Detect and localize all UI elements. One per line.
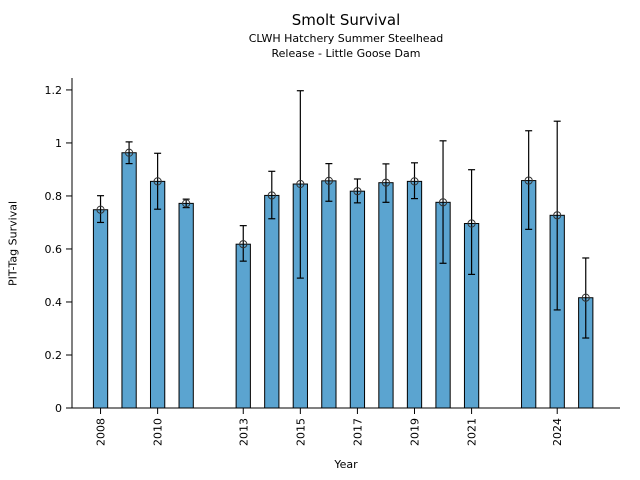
x-tick-label: 2010	[152, 418, 165, 446]
marker	[96, 205, 105, 214]
marker	[553, 211, 562, 220]
marker	[467, 219, 476, 228]
marker	[381, 178, 391, 187]
marker	[410, 177, 419, 186]
bar	[178, 202, 194, 409]
chart-title: Smolt Survival	[291, 11, 401, 29]
bar	[92, 209, 109, 409]
x-axis-label: Year	[334, 458, 358, 471]
y-tick-label: 0.8	[45, 190, 63, 203]
marker	[324, 176, 333, 185]
bar	[321, 180, 337, 409]
y-axis-label: PIT-Tag Survival	[6, 201, 20, 287]
chart-subtitle-line1: CLWH Hatchery Summer Steelhead	[248, 32, 444, 45]
marker	[239, 240, 248, 249]
x-tick-label: 2021	[466, 418, 479, 446]
y-tick-label: 0.6	[45, 243, 63, 256]
bar	[349, 190, 366, 409]
y-tick-label: 0	[55, 402, 62, 415]
y-tick-label: 0.2	[45, 349, 63, 362]
bar	[235, 243, 251, 409]
y-tick-label: 0.4	[45, 296, 63, 309]
bar	[378, 182, 394, 409]
x-tick-label: 2017	[351, 418, 364, 446]
x-tick-label: 2019	[409, 418, 422, 446]
marker	[267, 191, 276, 200]
marker	[438, 198, 448, 207]
bar	[149, 180, 166, 409]
x-tick-label: 2024	[551, 418, 564, 446]
chart-subtitle-line2: Release - Little Goose Dam	[271, 47, 421, 60]
marker	[296, 179, 305, 189]
bar	[406, 180, 423, 409]
marker	[182, 199, 191, 208]
x-tick-label: 2015	[294, 418, 307, 446]
marker	[124, 148, 134, 157]
x-tick-label: 2013	[237, 418, 250, 446]
bar	[264, 194, 280, 409]
x-tick-label: 2008	[95, 418, 108, 446]
marker	[353, 187, 362, 196]
y-tick-label: 1	[55, 137, 62, 150]
marker	[524, 176, 533, 185]
marker	[153, 177, 162, 186]
y-tick-label: 1.2	[45, 84, 63, 97]
bar	[121, 152, 137, 409]
marker	[581, 293, 590, 302]
